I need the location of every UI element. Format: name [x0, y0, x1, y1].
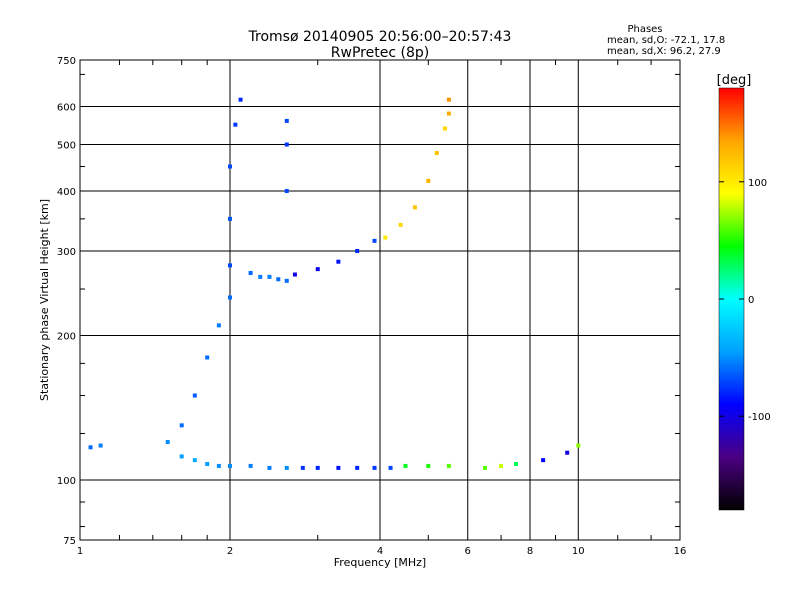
- data-point: [179, 423, 184, 428]
- grid: [79, 59, 681, 541]
- phase-box-heading: Phases: [627, 24, 662, 35]
- x-axis-label: Frequency [MHz]: [334, 556, 426, 569]
- colorbar-tick-label: -100: [748, 412, 771, 423]
- x-tick-label: 8: [527, 546, 533, 557]
- data-point: [205, 355, 210, 360]
- data-point: [514, 461, 519, 466]
- data-point: [403, 463, 408, 468]
- data-point: [248, 463, 253, 468]
- y-axis-label: Stationary phase Virtual Height [km]: [38, 199, 51, 401]
- y-tick-label: 75: [63, 536, 76, 547]
- data-point: [426, 463, 431, 468]
- data-point: [541, 458, 546, 463]
- y-tick-label: 100: [57, 476, 76, 487]
- data-point: [267, 465, 272, 470]
- data-point: [383, 235, 388, 240]
- data-point: [292, 272, 297, 277]
- data-point: [446, 97, 451, 102]
- chart-title: Tromsø 20140905 20:56:00–20:57:43: [248, 29, 512, 45]
- colorbar-tick-label: 100: [748, 178, 767, 189]
- y-tick-label: 300: [57, 247, 76, 258]
- data-point: [216, 463, 221, 468]
- data-point: [446, 111, 451, 116]
- data-point: [88, 445, 93, 450]
- data-point: [372, 465, 377, 470]
- data-point: [398, 222, 403, 227]
- data-point: [483, 465, 488, 470]
- data-point: [228, 164, 232, 169]
- data-point: [179, 454, 184, 459]
- x-tick-label: 16: [674, 546, 687, 557]
- y-tick-label: 500: [57, 141, 76, 152]
- data-points: [88, 97, 581, 470]
- data-point: [442, 126, 447, 131]
- y-tick-label: 200: [57, 332, 76, 343]
- colorbar: [deg] 100 0 -100: [717, 73, 771, 511]
- data-point: [388, 465, 393, 470]
- x-tick-label: 10: [572, 546, 585, 557]
- x-tick-label: 6: [465, 546, 471, 557]
- data-point: [434, 151, 439, 156]
- data-point: [98, 443, 103, 448]
- data-point: [284, 278, 289, 283]
- data-point: [565, 450, 570, 455]
- chart-subtitle: RwPretec (8p): [331, 45, 429, 61]
- data-point: [355, 249, 360, 254]
- data-point: [284, 465, 289, 470]
- data-point: [284, 142, 289, 147]
- data-point: [192, 458, 197, 463]
- y-axis-ticks: 75 100 200 300 400 500 600 750: [57, 56, 680, 547]
- data-point: [336, 259, 341, 264]
- y-tick-label: 750: [57, 56, 76, 67]
- data-point: [284, 118, 289, 123]
- colorbar-tick-label: 0: [748, 295, 754, 306]
- data-point: [315, 267, 320, 272]
- data-point: [412, 205, 417, 210]
- data-point: [192, 393, 197, 398]
- phase-box-line-x: mean, sd,X: 96.2, 27.9: [607, 46, 721, 57]
- x-tick-label: 4: [377, 546, 383, 557]
- data-point: [446, 463, 451, 468]
- data-point: [228, 463, 232, 468]
- data-point: [228, 295, 232, 300]
- data-point: [267, 274, 272, 279]
- data-point: [228, 263, 232, 268]
- data-point: [248, 270, 253, 275]
- phase-box-line-o: mean, sd,O: -72.1, 17.8: [607, 35, 725, 46]
- plot-area: 1 2 4 6 8 10 16 75 100 200 300 400 500 600 750: [57, 56, 686, 557]
- data-point: [228, 216, 232, 221]
- y-tick-label: 600: [57, 103, 76, 114]
- data-point: [258, 274, 263, 279]
- x-axis-ticks: 1 2 4 6 8 10 16: [77, 60, 687, 557]
- data-point: [576, 443, 581, 448]
- data-point: [372, 238, 377, 243]
- data-point: [315, 465, 320, 470]
- data-point: [355, 465, 360, 470]
- data-point: [284, 189, 289, 194]
- data-point: [165, 440, 170, 445]
- y-tick-label: 400: [57, 187, 76, 198]
- data-point: [300, 465, 305, 470]
- data-point: [276, 277, 281, 282]
- data-point: [238, 97, 243, 102]
- data-point: [426, 178, 431, 183]
- colorbar-label: [deg]: [717, 73, 752, 88]
- x-tick-label: 1: [77, 546, 83, 557]
- colorbar-ticks: 100 0 -100: [719, 178, 771, 423]
- data-point: [336, 465, 341, 470]
- data-point: [205, 461, 210, 466]
- data-point: [216, 323, 221, 328]
- data-point: [233, 122, 238, 127]
- data-point: [499, 463, 504, 468]
- x-tick-label: 2: [227, 546, 233, 557]
